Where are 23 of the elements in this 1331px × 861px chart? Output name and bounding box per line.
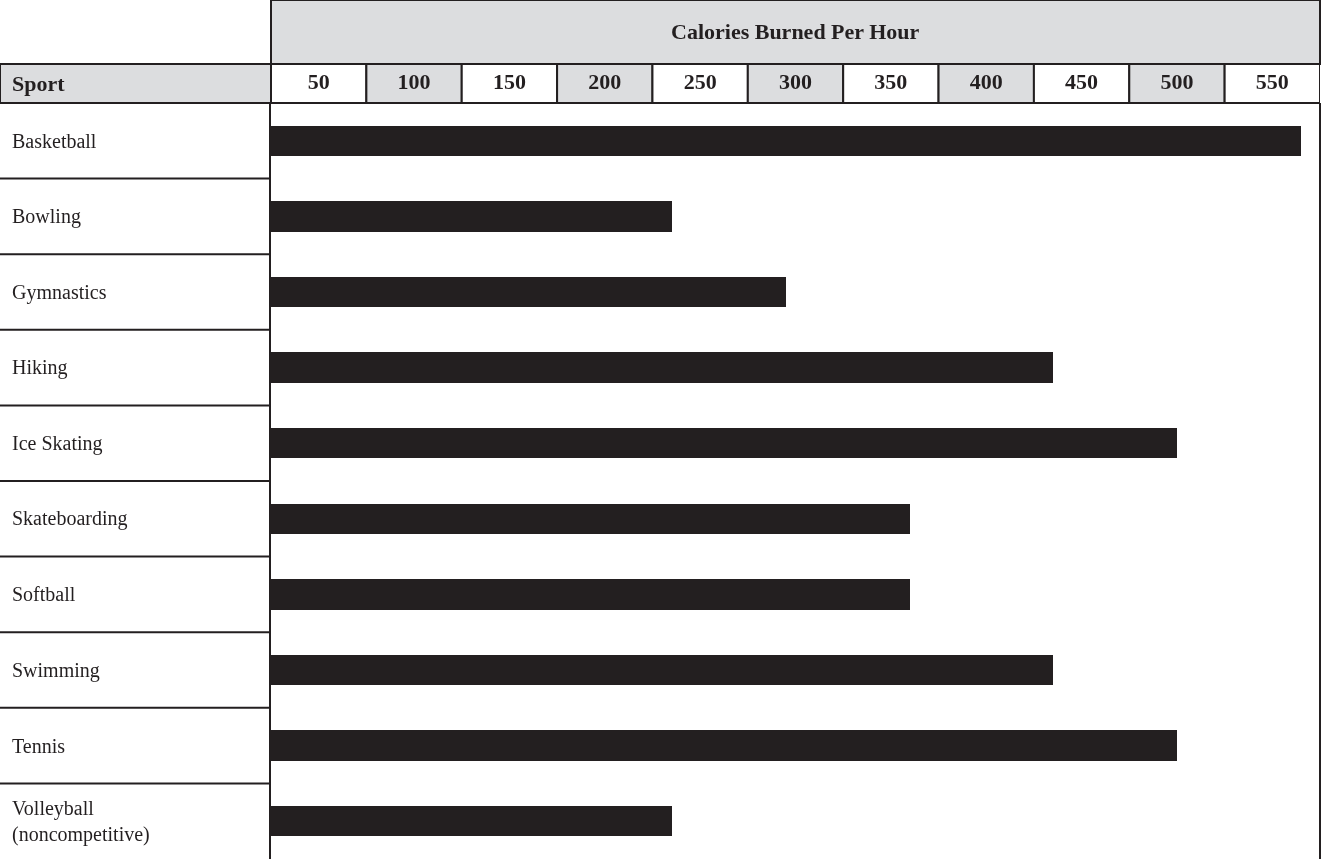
y-tick-label: Gymnastics [12,281,107,304]
y-tick-label: Hiking [12,356,68,379]
x-tick-label: 500 [1160,68,1194,94]
y-tick-label: Swimming [12,659,100,682]
x-tick-label: 50 [307,68,330,94]
x-axis-title: Calories Burned Per Hour [671,19,920,44]
y-tick-label: Softball [12,583,76,605]
x-tick-label: 250 [683,68,717,94]
x-tick-label: 200 [588,68,622,94]
x-tick-label: 100 [397,68,431,94]
x-tick-label: 150 [492,68,526,94]
x-tick-label: 300 [779,68,812,94]
y-tick-label: Basketball [12,130,97,152]
y-tick-label: Bowling [12,205,81,228]
y-axis-title: Sport [12,71,66,96]
x-tick-label: 450 [1065,68,1099,94]
y-tick-label: Tennis [12,735,66,757]
y-tick-label: Volleyball (noncompetitive) [12,797,150,846]
y-tick-label: Ice Skating [12,432,103,455]
y-tick-label: Skateboarding [12,507,128,530]
x-tick-label: 350 [874,68,908,94]
x-tick-label: 550 [1255,68,1289,94]
x-tick-label: 400 [969,68,1003,94]
